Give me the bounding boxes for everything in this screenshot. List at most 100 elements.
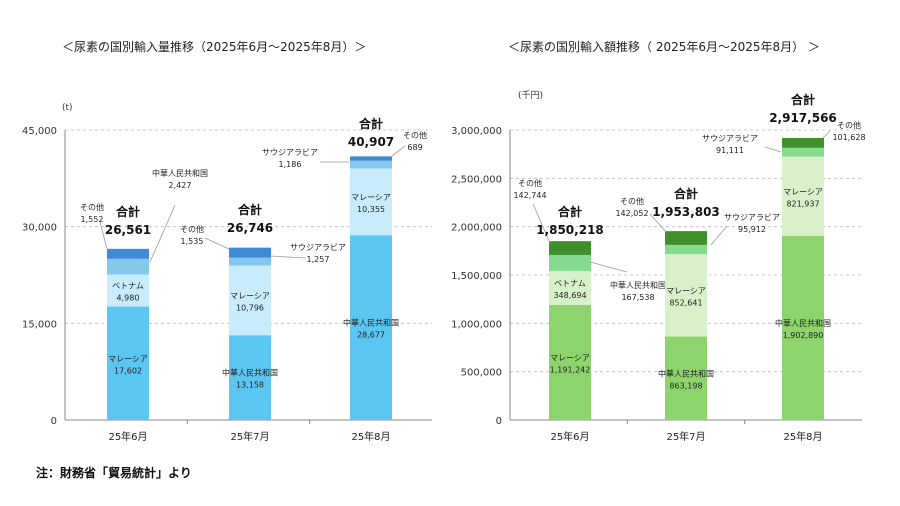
segment-value-label: 17,602	[114, 366, 142, 375]
x-tick-label: 25年6月	[550, 430, 589, 443]
total-value-label: 1,953,803	[652, 205, 720, 219]
y-tick-label: 1,500,000	[451, 271, 502, 282]
bar-segment	[549, 254, 591, 272]
segment-name-label: その他	[837, 120, 861, 130]
segment-name-label: マレーシア	[108, 354, 148, 363]
x-tick-label: 25年7月	[230, 430, 269, 443]
bar-segment	[665, 231, 707, 245]
segment-value-label: 28,677	[357, 331, 385, 340]
leader-line	[710, 225, 728, 246]
total-caption: 合計	[674, 186, 698, 201]
segment-value-label: 2,427	[169, 181, 192, 190]
bar-segment	[350, 235, 392, 420]
segment-name-label: 中華人民共和国	[152, 168, 208, 178]
total-value-label: 1,850,218	[536, 223, 604, 237]
leader-line	[532, 203, 551, 244]
y-tick-label: 1,000,000	[451, 319, 502, 330]
y-tick-label: 2,500,000	[451, 174, 502, 185]
y-tick-label: 2,000,000	[451, 223, 502, 234]
segment-value-label: 95,912	[738, 225, 766, 234]
y-unit-label: (千円)	[518, 90, 543, 101]
total-caption: 合計	[791, 92, 815, 107]
segment-value-label: 101,628	[832, 133, 865, 142]
bar-segment	[107, 306, 149, 420]
segment-name-label: 中華人民共和国	[775, 318, 831, 328]
segment-value-label: 142,744	[513, 191, 546, 200]
segment-name-label: 中華人民共和国	[610, 280, 666, 290]
bar-segment	[107, 248, 149, 259]
bar-segment	[350, 168, 392, 236]
bar-segment	[229, 257, 271, 266]
segment-value-label: 689	[407, 143, 422, 152]
leader-line	[269, 255, 307, 259]
segment-value-label: 10,355	[357, 205, 385, 214]
left-chart-title: ＜尿素の国別輸入量推移（2025年6月～2025年8月）＞	[62, 40, 367, 54]
segment-value-label: 863,198	[669, 381, 702, 390]
bar-segment	[229, 335, 271, 420]
segment-name-label: マレーシア	[666, 286, 706, 295]
total-caption: 合計	[558, 204, 582, 219]
leader-line	[649, 213, 667, 233]
segment-name-label: マレーシア	[351, 193, 391, 202]
leader-line	[149, 204, 176, 263]
bar-segment	[782, 156, 824, 237]
leader-line	[391, 145, 406, 157]
source-note: 注：財務省「貿易統計」より	[36, 466, 192, 480]
segment-value-label: 1,535	[181, 237, 204, 246]
segment-value-label: 852,641	[669, 298, 702, 307]
segment-value-label: 10,796	[236, 303, 264, 312]
x-tick-label: 25年6月	[108, 430, 147, 443]
segment-name-label: マレーシア	[230, 291, 270, 300]
segment-name-label: サウジアラビア	[724, 213, 780, 222]
bar-segment	[782, 236, 824, 420]
leader-line	[204, 237, 230, 250]
bar-segment	[549, 241, 591, 255]
y-tick-label: 30,000	[22, 223, 57, 234]
total-caption: 合計	[359, 116, 383, 131]
total-value-label: 2,917,566	[769, 111, 837, 125]
bar-segment	[107, 258, 149, 275]
y-tick-label: 45,000	[22, 126, 57, 137]
segment-name-label: マレーシア	[783, 187, 823, 196]
bar-segment	[665, 244, 707, 255]
right-chart-title: ＜尿素の国別輸入額推移（ 2025年6月～2025年8月） ＞	[508, 40, 820, 54]
bar-segment	[229, 265, 271, 336]
segment-name-label: 中華人民共和国	[222, 368, 278, 378]
x-tick-label: 25年7月	[666, 430, 705, 443]
segment-value-label: 142,052	[615, 209, 648, 218]
segment-name-label: サウジアラビア	[702, 134, 758, 143]
bar-segment	[665, 254, 707, 337]
segment-name-label: その他	[620, 196, 644, 206]
leader-line	[99, 221, 108, 250]
y-tick-label: 500,000	[461, 368, 502, 379]
x-tick-label: 25年8月	[783, 430, 822, 443]
segment-value-label: 4,980	[117, 294, 140, 303]
leader-line	[589, 261, 628, 273]
segment-name-label: その他	[80, 202, 104, 212]
total-value-label: 40,907	[348, 135, 394, 149]
bar-segment	[782, 137, 824, 148]
segment-name-label: マレーシア	[550, 353, 590, 362]
segment-name-label: サウジアラビア	[262, 148, 318, 157]
segment-value-label: 13,158	[236, 381, 264, 390]
segment-name-label: ベトナム	[554, 279, 586, 288]
segment-name-label: その他	[403, 130, 427, 140]
segment-name-label: ベトナム	[112, 282, 144, 291]
segment-name-label: サウジアラビア	[290, 243, 346, 252]
y-tick-label: 0	[496, 416, 502, 427]
y-tick-label: 15,000	[22, 319, 57, 330]
segment-value-label: 821,937	[786, 199, 819, 208]
bar-segment	[782, 147, 824, 157]
bar-segment	[665, 336, 707, 420]
y-unit-label: (t)	[62, 103, 73, 113]
segment-value-label: 1,902,890	[783, 331, 824, 340]
total-value-label: 26,561	[105, 223, 151, 237]
bar-segment	[549, 271, 591, 305]
bar-segment	[350, 160, 392, 169]
y-tick-label: 3,000,000	[451, 126, 502, 137]
segment-name-label: その他	[180, 224, 204, 234]
total-caption: 合計	[238, 202, 262, 217]
segment-name-label: その他	[518, 178, 542, 188]
total-caption: 合計	[116, 204, 140, 219]
